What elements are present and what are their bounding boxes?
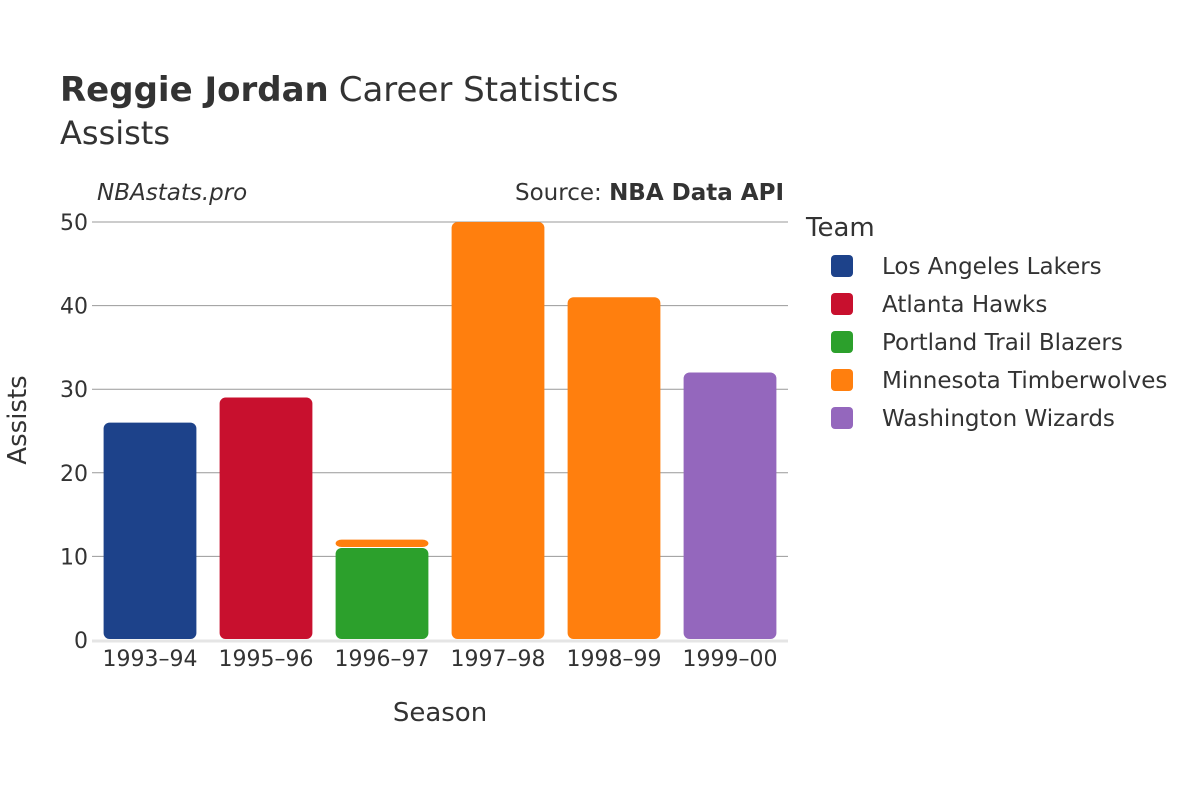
bars: Los Angeles Lakers: 26Atlanta Hawks: 29P… (103, 222, 777, 639)
legend-label: Minnesota Timberwolves (882, 368, 1167, 394)
bar-segment: Minnesota Timberwolves: 50 (451, 222, 545, 639)
chart-title-rest: Career Statistics (339, 70, 619, 110)
legend-swatch (831, 369, 853, 391)
x-tick-label: 1999–00 (683, 647, 778, 672)
y-tick-label: 40 (60, 295, 88, 320)
legend-swatch (831, 255, 853, 277)
x-tick-label: 1993–94 (103, 647, 198, 672)
y-tick-label: 0 (74, 629, 88, 654)
y-tick-label: 20 (60, 462, 88, 487)
source-credit: Source: NBA Data API (515, 180, 784, 206)
legend-swatch (831, 331, 853, 353)
source-prefix: Source: (515, 180, 609, 206)
chart-title-bold: Reggie Jordan (60, 70, 329, 110)
legend: Los Angeles Lakers Atlanta Hawks Portland … (831, 254, 1167, 432)
x-tick-label: 1996–97 (335, 647, 430, 672)
watermark: NBAstats.pro (97, 180, 247, 206)
bar-segment: Atlanta Hawks: 29 (219, 397, 313, 639)
source-name: NBA Data API (609, 180, 784, 206)
y-axis-title: Assists (3, 375, 33, 464)
legend-label: Los Angeles Lakers (882, 254, 1102, 280)
y-tick-label: 30 (60, 378, 88, 403)
legend-title: Team (805, 213, 875, 243)
legend-swatch (831, 407, 853, 429)
legend-label: Washington Wizards (882, 406, 1115, 432)
x-tick-label: 1998–99 (567, 647, 662, 672)
chart-title: Reggie Jordan Career Statistics (60, 70, 619, 110)
legend-swatch (831, 293, 853, 315)
legend-label: Atlanta Hawks (882, 292, 1047, 318)
x-tick-label: 1997–98 (451, 647, 546, 672)
bar-segment: Minnesota Timberwolves: 1 (335, 539, 429, 548)
x-axis-title: Season (393, 698, 487, 728)
bar-segment: Minnesota Timberwolves: 41 (567, 297, 661, 639)
grid-lines (92, 221, 788, 557)
y-tick-label: 10 (60, 545, 88, 570)
axes: 0 10 20 30 40 50 1993–94 1995–96 1996–97 1997–98 1… (60, 211, 788, 672)
legend-label: Portland Trail Blazers (882, 330, 1123, 356)
chart-subtitle: Assists (60, 114, 170, 152)
bar-segment: Washington Wizards: 32 (683, 372, 777, 639)
bar-segment: Portland Trail Blazers: 11 (335, 548, 429, 639)
y-tick-label: 50 (60, 211, 88, 236)
bar-segment: Los Angeles Lakers: 26 (103, 422, 197, 639)
x-tick-label: 1995–96 (219, 647, 314, 672)
